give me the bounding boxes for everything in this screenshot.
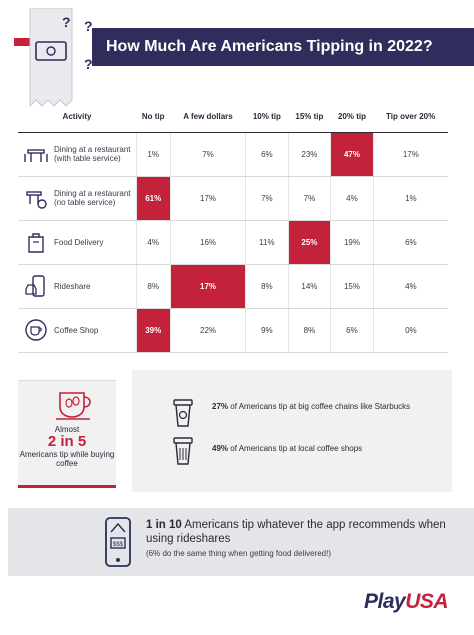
- page-title: How Much Are Americans Tipping in 2022?: [92, 28, 474, 66]
- value-cell: 15%: [330, 264, 374, 309]
- column-header: Activity: [18, 102, 136, 133]
- table-row: Dining at a restaurant (with table servi…: [18, 132, 448, 177]
- column-header: 20% tip: [330, 102, 374, 133]
- column-header: 15% tip: [288, 102, 331, 133]
- coffee-cup-icon: [25, 319, 47, 341]
- value-cell: 4%: [373, 264, 448, 309]
- value-cell: 8%: [136, 264, 171, 309]
- table-header-row: Activity No tip A few dollars 10% tip 15…: [18, 102, 448, 133]
- table-row: Food Delivery 4% 16% 11% 25% 19% 6%: [18, 220, 448, 265]
- value-cell: 19%: [330, 220, 374, 265]
- rideshare-footnote: (6% do the same thing when getting food …: [146, 549, 332, 558]
- coffee-chain-cup-icon: [173, 399, 193, 427]
- activity-label: Rideshare: [54, 281, 91, 291]
- highlight-cell: 17%: [170, 264, 247, 309]
- value-cell: 1%: [136, 132, 171, 177]
- activity-label: Coffee Shop: [54, 325, 99, 335]
- value-cell: 23%: [288, 132, 332, 177]
- coffee-almost-label: Almost: [54, 425, 80, 434]
- smartphone-icon: $$$: [105, 517, 131, 567]
- question-mark-icon: ?: [84, 56, 93, 72]
- playusa-logo: PlayUSA: [364, 590, 449, 613]
- value-cell: 1%: [373, 176, 448, 221]
- dining-table-icon: [24, 149, 48, 162]
- highlight-cell: 25%: [288, 220, 332, 265]
- activity-cell: Dining at a restaurant (no table service…: [18, 176, 137, 221]
- rideshare-app-card: $$$ 1 in 10 Americans tip whatever the a…: [8, 508, 474, 576]
- value-cell: 4%: [330, 176, 374, 221]
- value-cell: 11%: [245, 220, 289, 265]
- value-cell: 14%: [288, 264, 332, 309]
- value-cell: 17%: [170, 176, 247, 221]
- stat-big-chains: 27% of Americans tip at big coffee chain…: [212, 402, 411, 411]
- column-header: A few dollars: [170, 102, 246, 133]
- tipping-table: Activity No tip A few dollars 10% tip 15…: [18, 102, 448, 353]
- activity-cell: Dining at a restaurant (with table servi…: [18, 132, 137, 177]
- activity-label: Dining at a restaurant (no table service…: [54, 189, 131, 207]
- coffee-ratio: 2 in 5: [47, 433, 87, 450]
- value-cell: 7%: [245, 176, 289, 221]
- local-coffee-cup-icon: [173, 437, 193, 465]
- accent-bar: [14, 38, 42, 46]
- activity-cell: Rideshare: [18, 264, 137, 309]
- delivery-bag-icon: [28, 233, 44, 253]
- activity-cell: Coffee Shop: [18, 308, 137, 353]
- activity-label: Food Delivery: [54, 237, 104, 247]
- value-cell: 6%: [373, 220, 448, 265]
- coffee-cup-icon: [56, 392, 91, 420]
- table-row: Dining at a restaurant (no table service…: [18, 176, 448, 221]
- value-cell: 6%: [330, 308, 374, 353]
- coffee-stats-card: 27% of Americans tip at big coffee chain…: [132, 370, 452, 492]
- question-mark-icon: ?: [62, 14, 71, 30]
- value-cell: 17%: [373, 132, 448, 177]
- value-cell: 6%: [245, 132, 289, 177]
- highlight-cell: 47%: [330, 132, 374, 177]
- value-cell: 4%: [136, 220, 171, 265]
- column-header: No tip: [136, 102, 171, 133]
- value-cell: 8%: [245, 264, 289, 309]
- value-cell: 0%: [373, 308, 448, 353]
- table-row: Rideshare 8% 17% 8% 14% 15% 4%: [18, 264, 448, 309]
- column-header: 10% tip: [245, 102, 289, 133]
- value-cell: 8%: [288, 308, 332, 353]
- value-cell: 9%: [245, 308, 289, 353]
- table-row: Coffee Shop 39% 22% 9% 8% 6% 0%: [18, 308, 448, 353]
- phone-car-icon: [25, 275, 45, 297]
- activity-label: Dining at a restaurant (with table servi…: [54, 145, 131, 163]
- coffee-summary-card: Almost 2 in 5 Americans tip while buying…: [18, 380, 116, 488]
- rideshare-stat: 1 in 10 Americans tip whatever the app r…: [146, 519, 446, 558]
- activity-cell: Food Delivery: [18, 220, 137, 265]
- value-cell: 7%: [170, 132, 247, 177]
- counter-service-icon: [26, 191, 47, 209]
- svg-text:$$$: $$$: [113, 542, 124, 548]
- question-mark-icon: ?: [84, 18, 93, 34]
- highlight-cell: 39%: [136, 308, 171, 353]
- value-cell: 16%: [170, 220, 247, 265]
- highlight-cell: 61%: [136, 176, 171, 221]
- value-cell: 7%: [288, 176, 332, 221]
- coffee-subtext: Americans tip while buying coffee: [19, 450, 115, 468]
- value-cell: 22%: [170, 308, 247, 353]
- stat-local-shops: 49% of Americans tip at local coffee sho…: [212, 444, 363, 453]
- column-header: Tip over 20%: [373, 102, 448, 133]
